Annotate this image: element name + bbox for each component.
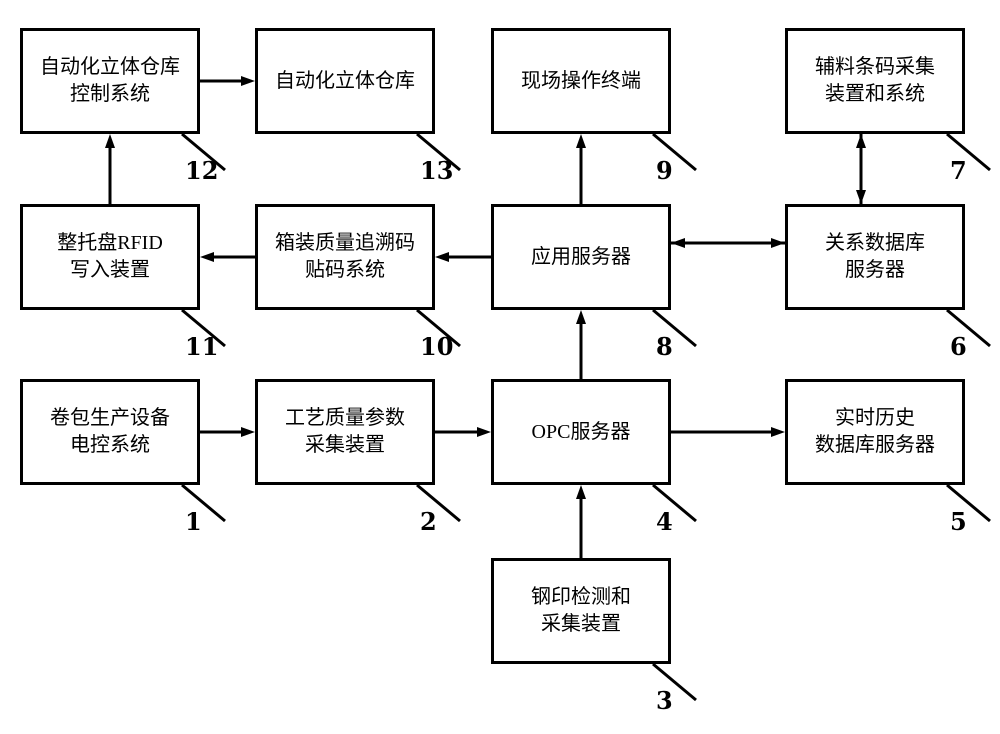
flow-node-n3: 钢印检测和 采集装置 [491, 558, 671, 664]
flow-node-n5: 实时历史 数据库服务器 [785, 379, 965, 485]
flow-node-n12: 自动化立体仓库 控制系统 [20, 28, 200, 134]
flow-node-n7: 辅料条码采集 装置和系统 [785, 28, 965, 134]
flow-node-n6: 关系数据库 服务器 [785, 204, 965, 310]
flow-node-n11: 整托盘RFID 写入装置 [20, 204, 200, 310]
flow-node-n1: 卷包生产设备 电控系统 [20, 379, 200, 485]
node-number-n10: 10 [420, 332, 453, 361]
node-number-n9: 9 [656, 156, 673, 185]
node-number-n6: 6 [950, 332, 967, 361]
node-number-n4: 4 [656, 507, 673, 536]
node-number-n8: 8 [656, 332, 673, 361]
flow-node-n2: 工艺质量参数 采集装置 [255, 379, 435, 485]
flow-node-n4: OPC服务器 [491, 379, 671, 485]
node-number-n7: 7 [950, 156, 967, 185]
node-number-n2: 2 [420, 507, 437, 536]
flow-node-n8: 应用服务器 [491, 204, 671, 310]
node-number-n12: 12 [185, 156, 218, 185]
node-number-n1: 1 [185, 507, 202, 536]
flow-node-n9: 现场操作终端 [491, 28, 671, 134]
node-number-n11: 11 [185, 332, 218, 361]
node-number-n3: 3 [656, 686, 673, 715]
flow-node-n10: 箱装质量追溯码 贴码系统 [255, 204, 435, 310]
flow-node-n13: 自动化立体仓库 [255, 28, 435, 134]
node-number-n5: 5 [950, 507, 967, 536]
node-number-n13: 13 [420, 156, 453, 185]
